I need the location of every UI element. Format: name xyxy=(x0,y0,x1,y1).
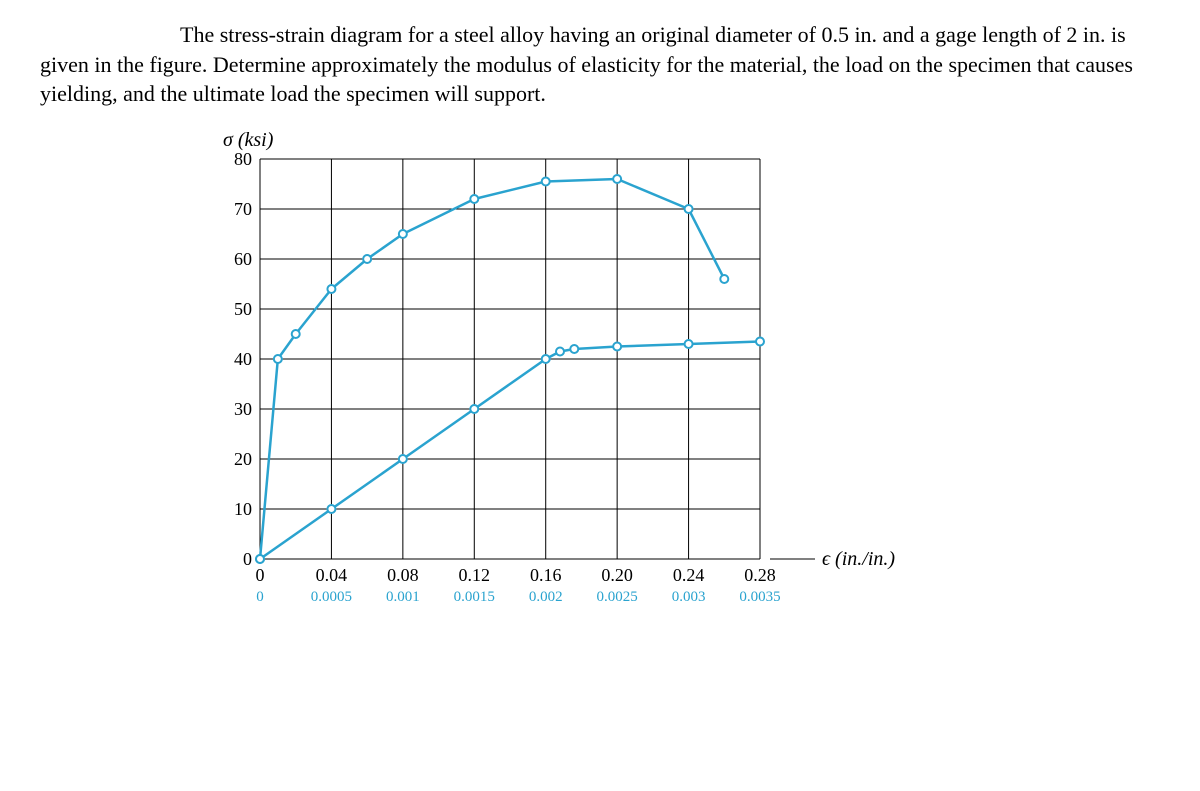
data-marker xyxy=(613,175,621,183)
y-tick-label: 70 xyxy=(234,199,252,219)
x-tick-label-upper: 0.28 xyxy=(744,565,776,585)
data-marker xyxy=(399,230,407,238)
y-tick-label: 10 xyxy=(234,499,252,519)
paragraph-text: The stress-strain diagram for a steel al… xyxy=(40,22,1133,106)
stress-strain-chart: σ (ksi) 0 10 20 30 40 50 60 70 80 0 0.04 0.08 0.12 0.1… xyxy=(200,119,1160,649)
data-marker xyxy=(327,505,335,513)
x-tick-label-upper: 0.08 xyxy=(387,565,419,585)
x-tick-label-lower: 0.0005 xyxy=(311,589,352,605)
data-marker xyxy=(292,330,300,338)
y-tick-label: 60 xyxy=(234,249,252,269)
data-marker xyxy=(685,205,693,213)
x-tick-label-upper: 0.12 xyxy=(459,565,491,585)
data-marker xyxy=(556,348,564,356)
x-tick-label-lower: 0.0015 xyxy=(454,589,495,605)
x-tick-label-lower: 0.0025 xyxy=(597,589,638,605)
data-marker xyxy=(570,345,578,353)
y-tick-label: 0 xyxy=(243,549,252,569)
x-axis-label: ϵ (in./in.) xyxy=(822,548,895,570)
x-tick-label-lower: 0.003 xyxy=(672,589,706,605)
y-tick-label: 40 xyxy=(234,349,252,369)
x-tick-label-lower: 0.002 xyxy=(529,589,563,605)
x-tick-label-upper: 0 xyxy=(256,565,265,585)
x-tick-label-upper: 0.20 xyxy=(601,565,633,585)
upper-curve xyxy=(260,179,724,559)
data-marker xyxy=(363,255,371,263)
x-tick-label-lower: 0.001 xyxy=(386,589,420,605)
data-marker xyxy=(399,455,407,463)
y-axis-label: σ (ksi) xyxy=(223,129,274,151)
x-tick-label-upper: 0.24 xyxy=(673,565,705,585)
data-marker xyxy=(720,275,728,283)
y-tick-label: 50 xyxy=(234,299,252,319)
data-marker xyxy=(685,340,693,348)
data-marker xyxy=(613,343,621,351)
problem-statement: The stress-strain diagram for a steel al… xyxy=(40,20,1160,109)
x-tick-label-upper: 0.04 xyxy=(316,565,348,585)
data-marker xyxy=(470,405,478,413)
data-marker xyxy=(274,355,282,363)
x-tick-label-lower: 0 xyxy=(256,589,264,605)
lower-curve xyxy=(260,342,760,560)
x-tick-label-lower: 0.0035 xyxy=(739,589,780,605)
y-tick-label: 30 xyxy=(234,399,252,419)
data-marker xyxy=(756,338,764,346)
data-marker xyxy=(542,355,550,363)
data-marker xyxy=(327,285,335,293)
data-marker xyxy=(542,178,550,186)
data-marker xyxy=(470,195,478,203)
data-marker xyxy=(256,555,264,563)
x-tick-label-upper: 0.16 xyxy=(530,565,562,585)
y-tick-label: 80 xyxy=(234,149,252,169)
chart-svg: σ (ksi) 0 10 20 30 40 50 60 70 80 0 0.04 0.08 0.12 0.1… xyxy=(200,119,960,649)
y-tick-label: 20 xyxy=(234,449,252,469)
